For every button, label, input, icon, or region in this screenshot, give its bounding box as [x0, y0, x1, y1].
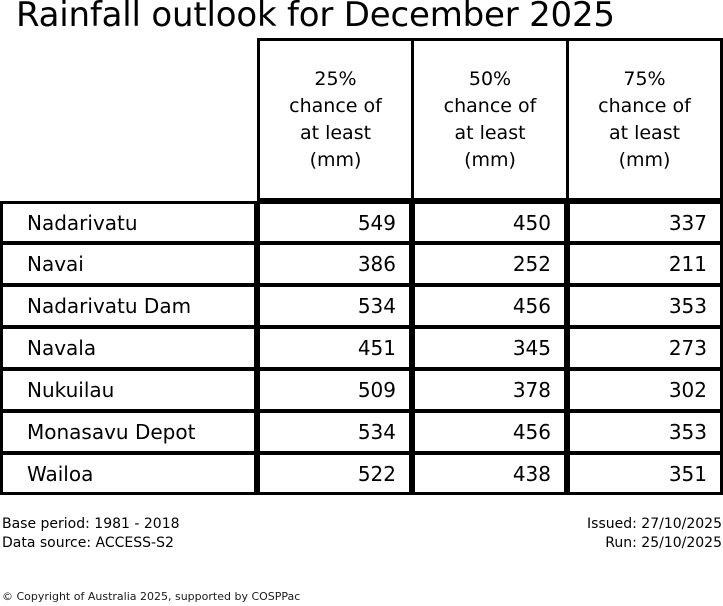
table-header-row: 25% chance of at least (mm) 50% chance o…: [0, 38, 723, 201]
page-title: Rainfall outlook for December 2025: [16, 0, 615, 35]
header-cell-p75: 75% chance of at least (mm): [567, 38, 723, 201]
cell-p50: 345: [412, 327, 567, 369]
run-date-text: Run: 25/10/2025: [605, 535, 722, 551]
table-row: Wailoa 522 438 351: [0, 453, 723, 495]
issued-date-text: Issued: 27/10/2025: [587, 516, 722, 532]
cell-p75: 351: [567, 453, 723, 495]
footer-metadata-right: Issued: 27/10/2025 Run: 25/10/2025: [587, 515, 722, 553]
cell-p25: 509: [257, 369, 412, 411]
base-period-text: Base period: 1981 - 2018: [2, 516, 180, 532]
cell-p50: 252: [412, 243, 567, 285]
header-cell-p50: 50% chance of at least (mm): [412, 38, 567, 201]
header-p25-line3: at least: [299, 121, 372, 144]
cell-location: Nadarivatu: [0, 201, 257, 243]
rainfall-outlook-table: 25% chance of at least (mm) 50% chance o…: [0, 38, 723, 495]
header-p25-line2: chance of: [289, 94, 382, 117]
table-row: Navala 451 345 273: [0, 327, 723, 369]
copyright-text: © Copyright of Australia 2025, supported…: [2, 590, 301, 603]
header-p75-line1: 75%: [623, 67, 666, 90]
cell-p25: 549: [257, 201, 412, 243]
cell-location: Wailoa: [0, 453, 257, 495]
header-p75-line2: chance of: [598, 94, 691, 117]
header-cell-p25: 25% chance of at least (mm): [257, 38, 412, 201]
cell-p50: 378: [412, 369, 567, 411]
cell-location: Nadarivatu Dam: [0, 285, 257, 327]
cell-p75: 211: [567, 243, 723, 285]
cell-p25: 534: [257, 285, 412, 327]
header-p50-line3: at least: [454, 121, 526, 144]
cell-p50: 450: [412, 201, 567, 243]
cell-p25: 534: [257, 411, 412, 453]
header-p75-line3: at least: [608, 121, 681, 144]
footer-metadata-left: Base period: 1981 - 2018 Data source: AC…: [2, 515, 180, 553]
cell-location: Monasavu Depot: [0, 411, 257, 453]
cell-p75: 353: [567, 285, 723, 327]
header-p25-line1: 25%: [314, 67, 357, 90]
header-p75-line4: (mm): [618, 148, 671, 171]
header-p50-line4: (mm): [464, 148, 516, 171]
table-row: Nadarivatu Dam 534 456 353: [0, 285, 723, 327]
header-cell-location: [0, 38, 257, 201]
cell-location: Navala: [0, 327, 257, 369]
cell-location: Navai: [0, 243, 257, 285]
cell-p25: 451: [257, 327, 412, 369]
data-source-text: Data source: ACCESS-S2: [2, 535, 174, 551]
cell-p75: 273: [567, 327, 723, 369]
cell-p75: 353: [567, 411, 723, 453]
cell-p25: 522: [257, 453, 412, 495]
cell-p75: 337: [567, 201, 723, 243]
cell-p25: 386: [257, 243, 412, 285]
header-p50-line2: chance of: [443, 94, 537, 117]
cell-p50: 438: [412, 453, 567, 495]
table-row: Nadarivatu 549 450 337: [0, 201, 723, 243]
cell-location: Nukuilau: [0, 369, 257, 411]
cell-p75: 302: [567, 369, 723, 411]
table-row: Navai 386 252 211: [0, 243, 723, 285]
table-row: Monasavu Depot 534 456 353: [0, 411, 723, 453]
cell-p50: 456: [412, 411, 567, 453]
header-p50-line1: 50%: [468, 67, 512, 90]
header-p25-line4: (mm): [309, 148, 362, 171]
cell-p50: 456: [412, 285, 567, 327]
table-row: Nukuilau 509 378 302: [0, 369, 723, 411]
